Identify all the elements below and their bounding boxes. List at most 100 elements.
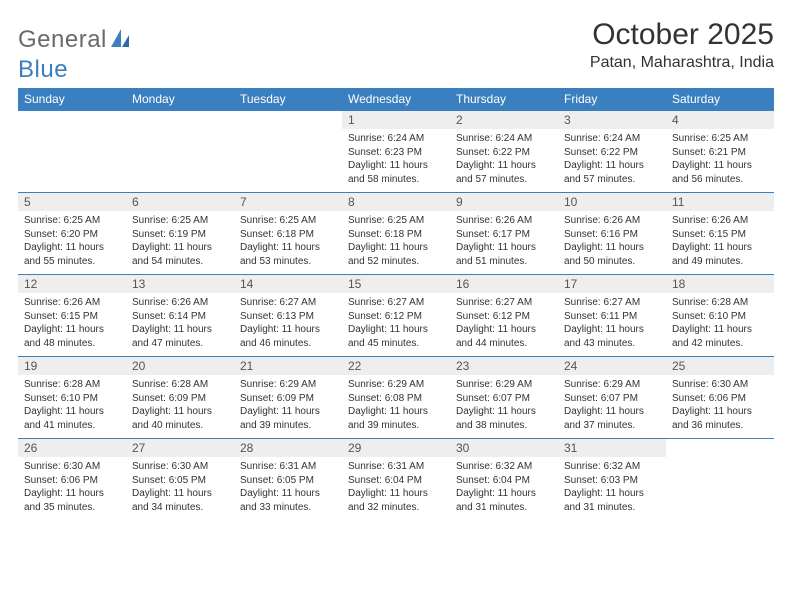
day-info-line: Sunrise: 6:25 AM [348,214,444,228]
day-number: 25 [666,357,774,375]
day-info-line: Sunset: 6:04 PM [348,474,444,488]
day-info-line: Sunrise: 6:25 AM [132,214,228,228]
day-number: 16 [450,275,558,293]
calendar-cell: 25Sunrise: 6:30 AMSunset: 6:06 PMDayligh… [666,357,774,439]
day-info-line: Daylight: 11 hours [672,241,768,255]
day-info: Sunrise: 6:30 AMSunset: 6:06 PMDaylight:… [666,375,774,438]
day-number: 7 [234,193,342,211]
day-info-line: Sunset: 6:08 PM [348,392,444,406]
day-info-line: Sunset: 6:15 PM [24,310,120,324]
day-info-line: Sunrise: 6:27 AM [348,296,444,310]
day-info-line: Sunrise: 6:24 AM [456,132,552,146]
day-number: 24 [558,357,666,375]
day-info-line: Sunrise: 6:24 AM [564,132,660,146]
day-info-line: Sunset: 6:23 PM [348,146,444,160]
day-info-line: Sunset: 6:09 PM [240,392,336,406]
calendar-cell: 30Sunrise: 6:32 AMSunset: 6:04 PMDayligh… [450,439,558,521]
day-info-line: and 54 minutes. [132,255,228,269]
day-info: Sunrise: 6:26 AMSunset: 6:15 PMDaylight:… [666,211,774,274]
calendar-week: 5Sunrise: 6:25 AMSunset: 6:20 PMDaylight… [18,193,774,275]
day-info-line: Sunrise: 6:30 AM [132,460,228,474]
day-info-line: and 43 minutes. [564,337,660,351]
day-info-line: Sunrise: 6:32 AM [564,460,660,474]
day-number: 3 [558,111,666,129]
day-info-line: Sunset: 6:05 PM [132,474,228,488]
day-info: Sunrise: 6:28 AMSunset: 6:10 PMDaylight:… [18,375,126,438]
calendar-cell: 29Sunrise: 6:31 AMSunset: 6:04 PMDayligh… [342,439,450,521]
day-info-line: Sunrise: 6:29 AM [240,378,336,392]
day-info-line: Daylight: 11 hours [24,241,120,255]
location-text: Patan, Maharashtra, India [590,54,774,72]
day-info-line: Daylight: 11 hours [240,323,336,337]
calendar-cell: 31Sunrise: 6:32 AMSunset: 6:03 PMDayligh… [558,439,666,521]
day-info-line: and 51 minutes. [456,255,552,269]
day-info-line: and 55 minutes. [24,255,120,269]
calendar-cell: . [234,111,342,193]
day-info-line: Daylight: 11 hours [456,323,552,337]
calendar-cell: 19Sunrise: 6:28 AMSunset: 6:10 PMDayligh… [18,357,126,439]
day-info-line: Daylight: 11 hours [240,487,336,501]
calendar-cell: 23Sunrise: 6:29 AMSunset: 6:07 PMDayligh… [450,357,558,439]
day-info-line: Sunset: 6:18 PM [240,228,336,242]
day-info-line: Daylight: 11 hours [564,405,660,419]
day-info-line: and 39 minutes. [348,419,444,433]
day-info-line: Sunset: 6:18 PM [348,228,444,242]
day-info-line: Sunset: 6:06 PM [672,392,768,406]
day-number: 21 [234,357,342,375]
day-info-line: Sunrise: 6:28 AM [132,378,228,392]
day-info-line: and 32 minutes. [348,501,444,515]
day-number: 22 [342,357,450,375]
day-header: Monday [126,88,234,111]
day-info-line: Daylight: 11 hours [456,487,552,501]
day-info-line: Sunrise: 6:28 AM [24,378,120,392]
day-info-line: Sunrise: 6:28 AM [672,296,768,310]
calendar-cell: 14Sunrise: 6:27 AMSunset: 6:13 PMDayligh… [234,275,342,357]
calendar-cell: 3Sunrise: 6:24 AMSunset: 6:22 PMDaylight… [558,111,666,193]
day-info-line: Daylight: 11 hours [348,323,444,337]
sail-icon [109,27,131,54]
day-info-line: Daylight: 11 hours [348,487,444,501]
day-info-line: Sunset: 6:21 PM [672,146,768,160]
day-info-line: Sunrise: 6:26 AM [24,296,120,310]
day-info-line: Sunset: 6:19 PM [132,228,228,242]
day-info: Sunrise: 6:24 AMSunset: 6:23 PMDaylight:… [342,129,450,192]
day-info: Sunrise: 6:29 AMSunset: 6:09 PMDaylight:… [234,375,342,438]
day-info-line: and 56 minutes. [672,173,768,187]
day-info-line: and 36 minutes. [672,419,768,433]
day-number: 26 [18,439,126,457]
day-number: 14 [234,275,342,293]
day-info-line: Daylight: 11 hours [132,405,228,419]
day-info-line: and 50 minutes. [564,255,660,269]
day-info: Sunrise: 6:29 AMSunset: 6:07 PMDaylight:… [558,375,666,438]
day-info-line: and 49 minutes. [672,255,768,269]
day-info-line: Daylight: 11 hours [672,323,768,337]
day-info-line: and 40 minutes. [132,419,228,433]
day-info: Sunrise: 6:25 AMSunset: 6:18 PMDaylight:… [342,211,450,274]
day-header: Sunday [18,88,126,111]
day-number: 10 [558,193,666,211]
day-info: Sunrise: 6:26 AMSunset: 6:15 PMDaylight:… [18,293,126,356]
day-info-line: Sunrise: 6:26 AM [564,214,660,228]
calendar-cell: 15Sunrise: 6:27 AMSunset: 6:12 PMDayligh… [342,275,450,357]
calendar-week: ...1Sunrise: 6:24 AMSunset: 6:23 PMDayli… [18,111,774,193]
day-number: 12 [18,275,126,293]
day-info-line: Sunrise: 6:29 AM [348,378,444,392]
day-info-line: Sunset: 6:16 PM [564,228,660,242]
calendar-cell: 26Sunrise: 6:30 AMSunset: 6:06 PMDayligh… [18,439,126,521]
day-info: Sunrise: 6:27 AMSunset: 6:13 PMDaylight:… [234,293,342,356]
day-header: Friday [558,88,666,111]
day-info-line: and 52 minutes. [348,255,444,269]
day-info-line: Daylight: 11 hours [132,487,228,501]
day-info-line: Sunrise: 6:30 AM [24,460,120,474]
day-info: Sunrise: 6:29 AMSunset: 6:08 PMDaylight:… [342,375,450,438]
calendar-header-row: SundayMondayTuesdayWednesdayThursdayFrid… [18,88,774,111]
calendar-cell: 18Sunrise: 6:28 AMSunset: 6:10 PMDayligh… [666,275,774,357]
day-number: 29 [342,439,450,457]
day-info-line: Daylight: 11 hours [132,323,228,337]
day-info-line: and 41 minutes. [24,419,120,433]
calendar-cell: 1Sunrise: 6:24 AMSunset: 6:23 PMDaylight… [342,111,450,193]
day-number: 31 [558,439,666,457]
calendar-cell: 22Sunrise: 6:29 AMSunset: 6:08 PMDayligh… [342,357,450,439]
day-info-line: and 33 minutes. [240,501,336,515]
day-info-line: Daylight: 11 hours [564,487,660,501]
